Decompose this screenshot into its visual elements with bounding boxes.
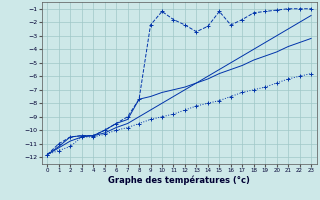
- X-axis label: Graphe des températures (°c): Graphe des températures (°c): [108, 176, 250, 185]
